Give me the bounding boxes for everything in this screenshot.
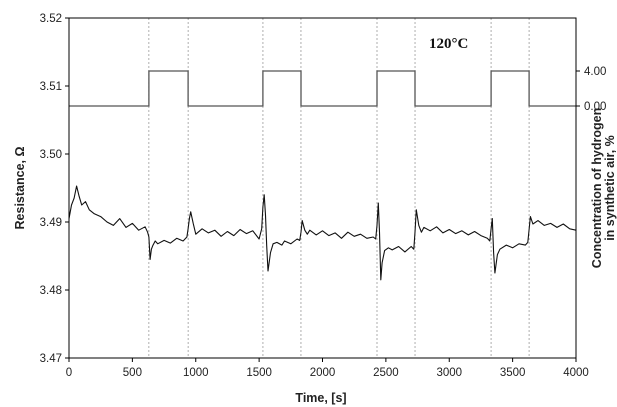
y-tick-label: 3.51 xyxy=(40,81,62,93)
resistance-layer xyxy=(68,185,577,281)
resistance-line xyxy=(68,185,577,281)
y2-axis-label-line1: Concentration of hydrogen xyxy=(590,108,604,268)
y-ticks: 3.47 3.48 3.49 3.50 3.51 3.52 xyxy=(40,13,69,365)
temperature-annotation: 120°C xyxy=(429,36,468,52)
x-tick-label: 3500 xyxy=(500,367,526,379)
y-tick-label: 3.52 xyxy=(40,13,62,25)
x-tick-label: 0 xyxy=(66,367,72,379)
hydrogen-concentration-line xyxy=(69,70,576,107)
y2-tick-label: 0.00 xyxy=(584,101,606,113)
x-tick-label: 1000 xyxy=(183,367,209,379)
y2-axis-label-line2: in synthetic air, % xyxy=(603,135,617,241)
y-tick-label: 3.50 xyxy=(40,149,62,161)
y-tick-label: 3.48 xyxy=(40,285,62,297)
concentration-layer xyxy=(69,70,576,107)
y2-ticks: 0.00 4.00 xyxy=(576,66,606,113)
y2-tick-label: 4.00 xyxy=(584,66,606,78)
x-tick-label: 500 xyxy=(123,367,142,379)
x-tick-label: 1500 xyxy=(246,367,272,379)
x-tick-label: 4000 xyxy=(563,367,589,379)
y-tick-label: 3.49 xyxy=(40,217,62,229)
x-tick-label: 2000 xyxy=(310,367,336,379)
x-axis-label: Time, [s] xyxy=(295,391,346,405)
x-tick-label: 3000 xyxy=(436,367,462,379)
y-tick-label: 3.47 xyxy=(40,353,62,365)
x-tick-label: 2500 xyxy=(373,367,399,379)
y-axis-label: Resistance, Ω xyxy=(13,147,27,230)
x-ticks: 0 500 1000 1500 2000 2500 3000 3500 4000 xyxy=(66,358,589,379)
